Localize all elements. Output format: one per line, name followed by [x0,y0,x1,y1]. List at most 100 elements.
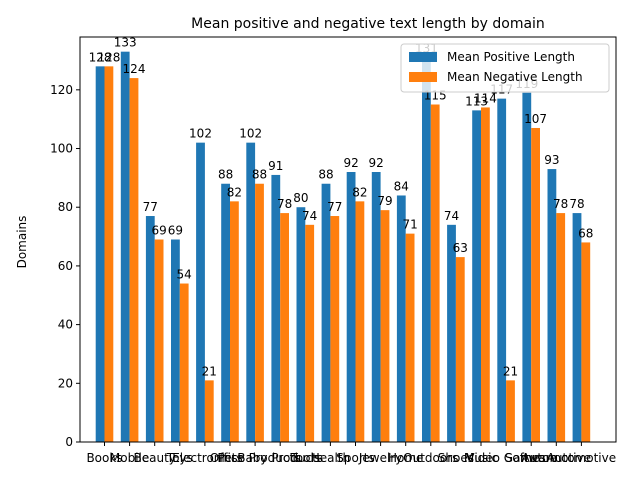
x-tick-label: Mobile [110,451,149,465]
bar-negative [204,380,214,442]
bar-positive [196,142,205,443]
y-tick-label: 60 [58,259,73,273]
x-tick-label: Video Games [466,451,545,465]
bar-positive [572,213,582,442]
bar-negative [581,242,591,442]
bar-negative [129,78,139,442]
bar-value-label-positive: 102 [189,127,212,141]
bar-negative [506,380,515,442]
x-tick-label: Electronics [172,451,237,465]
bar-value-label-negative: 69 [151,224,166,238]
bar-positive [422,57,431,442]
bar-positive [472,110,481,442]
x-tick-label: Office Products [210,451,301,465]
chart-title: Mean positive and negative text length b… [191,16,545,32]
legend: Mean Positive Length Mean Negative Length [400,43,610,93]
bar-positive [321,183,331,442]
bar-value-label-positive: 88 [218,168,233,182]
bar-positive [371,172,381,442]
bar-negative [481,107,490,442]
bar-value-label-negative: 107 [524,112,547,126]
bar-positive [120,51,130,442]
bar-value-label-positive: 80 [293,191,308,205]
bar-positive [171,239,180,442]
bar-positive [447,224,456,442]
x-tick-label: Jewelry [358,451,403,465]
bar-value-label-positive: 88 [318,168,333,182]
bar-value-label-positive: 113 [465,94,488,108]
x-tick-label: Automotive [522,451,591,465]
legend-swatch [409,52,437,62]
bar-positive [296,207,306,442]
bar-negative [330,216,340,442]
bar-negative [380,210,390,442]
bar-negative [531,127,540,442]
x-tick-label: Health [311,451,350,465]
legend-entry-label: Mean Negative Length [447,70,583,84]
bar-value-label-negative: 54 [177,268,192,282]
x-tick-label: Pets [217,451,242,465]
bar-negative [305,224,315,442]
bar-positive [396,195,406,442]
bar-negative [405,233,415,442]
y-tick-label: 40 [58,318,73,332]
bar-positive [547,169,557,442]
ticks-layer: 0 20 40 60 80 100 120 BooksMobileBeautyToysElec… [50,83,616,465]
bar-negative [455,257,465,442]
bar-value-label-positive: 69 [168,224,183,238]
bar-positive [95,66,105,442]
legend-frame [400,43,610,93]
x-tick-label: Beauty [134,451,176,465]
bar-value-label-negative: 71 [402,218,417,232]
bar-value-label-negative: 77 [327,200,342,214]
bar-value-label-negative: 88 [252,168,267,182]
x-tick-label: Sports [336,451,374,465]
x-tick-label: Music [464,451,498,465]
y-tick-label: 20 [58,376,73,390]
y-tick-label: 120 [50,83,73,97]
bar-negative [355,201,365,442]
bar-value-label-negative: 78 [277,197,292,211]
bar-value-label-negative: 74 [302,209,317,223]
bar-positive [221,183,230,442]
bar-negative [556,213,566,442]
bar-positive [271,174,281,442]
x-tick-label: Software [505,451,558,465]
bar-value-label-negative: 128 [97,50,120,64]
bar-negative [280,213,289,442]
bar-positive [346,172,356,442]
bar-value-label-positive: 92 [343,156,358,170]
bar-value-label-negative: 82 [352,185,367,199]
x-tick-label: Shoes [438,451,474,465]
bar-value-label-negative: 63 [453,241,468,255]
y-axis-label: Domains [15,216,29,269]
y-tick-label: 0 [65,435,73,449]
bar-value-label-positive: 93 [544,153,559,167]
bar-value-label-negative: 68 [578,226,593,240]
bar-negative [104,66,114,442]
bar-value-label-positive: 102 [239,127,262,141]
bar-value-label-positive: 91 [268,159,283,173]
bar-value-label-positive: 78 [569,197,584,211]
bar-negative [255,183,264,442]
legend-entry-label: Mean Positive Length [447,50,575,64]
bar-value-label-negative: 82 [227,185,242,199]
bar-value-label-negative: 79 [377,194,392,208]
bar-value-label-negative: 21 [503,364,518,378]
bar-value-label-negative: 114 [474,91,497,105]
bar-value-label-positive: 77 [143,200,158,214]
x-tick-label: Tools [290,451,321,465]
bar-value-label-positive: 74 [444,209,459,223]
bar-positive [522,92,532,443]
y-tick-label: 100 [50,142,73,156]
bar-value-label-positive: 133 [114,36,137,50]
legend-swatch [409,72,437,82]
bar-value-label-negative: 21 [202,364,217,378]
x-tick-label: Books [86,451,122,465]
bar-positive [246,142,256,443]
x-tick-label: Toys [166,451,193,465]
bar-value-label-positive: 92 [369,156,384,170]
plot-frame [79,36,617,443]
